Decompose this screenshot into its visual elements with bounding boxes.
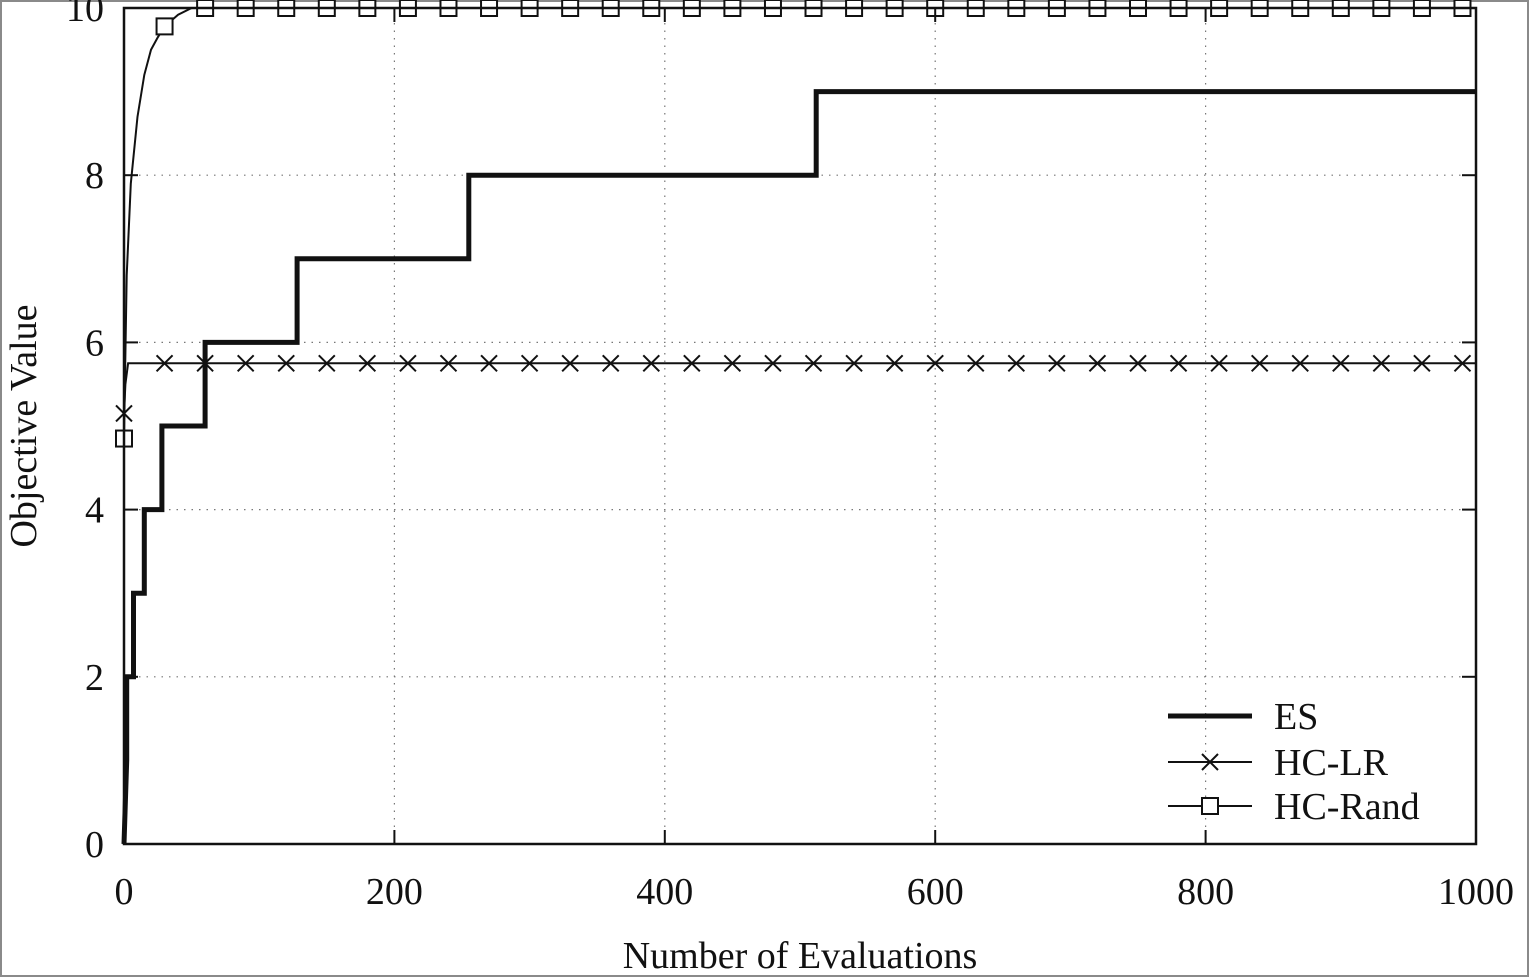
x-tick-label: 600 [907, 871, 964, 913]
data-point-hc-rand [155, 17, 174, 36]
data-point-hc-lr [967, 354, 985, 373]
y-axis-label: Objective Value [3, 304, 45, 547]
data-point-hc-lr [1169, 354, 1188, 373]
data-point-hc-lr [1048, 354, 1066, 373]
data-point-hc-lr [683, 354, 701, 373]
y-tick-label: 8 [85, 155, 104, 197]
data-point-hc-lr [723, 354, 742, 373]
data-point-hc-lr [764, 354, 782, 373]
data-point-hc-lr [1453, 354, 1472, 373]
data-point-hc-lr [196, 354, 214, 373]
data-point-hc-lr [318, 354, 336, 373]
data-point-hc-lr [1007, 354, 1026, 373]
legend-label: ES [1274, 696, 1318, 738]
data-point-hc-lr [1372, 354, 1391, 373]
x-tick-label: 0 [115, 871, 134, 913]
legend-label: HC-Rand [1274, 786, 1420, 828]
data-point-hc-lr [399, 354, 417, 373]
y-tick-label: 4 [85, 490, 104, 532]
legend-entry-hc-lr: HC-LR [1168, 742, 1389, 784]
legend-entry-es: ES [1168, 696, 1318, 738]
data-point-hc-lr [1413, 354, 1431, 373]
x-tick-label: 400 [636, 871, 693, 913]
legend-marker [1201, 753, 1219, 771]
data-point-hc-lr [155, 354, 174, 373]
series-layer [115, 0, 1476, 845]
x-tick-labels: 0 200 400 600 800 1000 [115, 871, 1515, 913]
legend-label: HC-LR [1274, 742, 1389, 784]
y-tick-label: 2 [85, 657, 104, 699]
data-point-hc-lr [1332, 354, 1350, 373]
y-tick-label: 6 [85, 322, 104, 364]
x-tick-label: 200 [366, 871, 423, 913]
x-tick-label: 800 [1177, 871, 1234, 913]
data-point-hc-lr [642, 354, 660, 373]
data-point-hc-lr [520, 354, 539, 373]
data-point-hc-lr [236, 354, 255, 373]
data-point-hc-lr [885, 354, 904, 373]
data-point-hc-lr [561, 354, 579, 373]
data-point-hc-lr [1129, 354, 1147, 373]
data-point-hc-lr [602, 354, 620, 373]
data-point-hc-lr [358, 354, 377, 373]
x-axis-label: Number of Evaluations [623, 935, 978, 977]
data-point-hc-lr [277, 354, 295, 373]
data-point-hc-lr [1250, 354, 1269, 373]
data-point-hc-lr [480, 354, 498, 373]
axis-ticks [123, 7, 1477, 845]
legend-marker [1201, 797, 1219, 815]
data-point-hc-lr [439, 354, 458, 373]
data-point-hc-lr [1088, 354, 1107, 373]
data-point-hc-lr [1291, 354, 1309, 373]
plot-area-border [122, 6, 1478, 846]
y-tick-label: 10 [66, 0, 104, 30]
y-tick-labels: 0 2 4 6 8 10 [66, 0, 104, 866]
series-line-hc-lr [123, 362, 1476, 414]
y-tick-label: 0 [85, 824, 104, 866]
data-point-hc-lr [845, 354, 863, 373]
data-point-hc-lr [1210, 354, 1228, 373]
legend-entry-hc-rand: HC-Rand [1168, 786, 1420, 828]
data-point-hc-lr [804, 354, 823, 373]
x-tick-label: 1000 [1438, 871, 1514, 913]
series-line-hc-rand [123, 7, 1476, 439]
data-point-hc-lr [926, 354, 944, 373]
